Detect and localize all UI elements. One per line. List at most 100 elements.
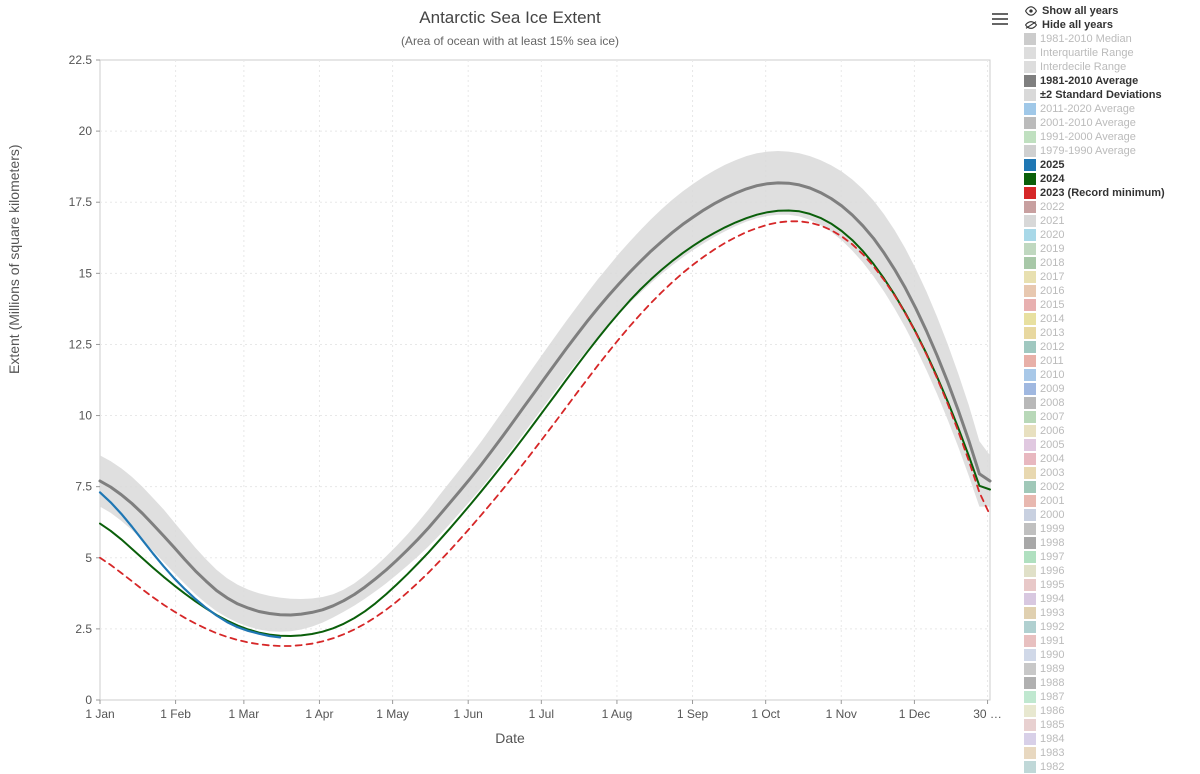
show-all-years-button[interactable]: Show all years [1024, 4, 1200, 18]
legend-item-1979-1990-average[interactable]: 1979-1990 Average [1024, 144, 1200, 158]
legend-swatch [1024, 89, 1036, 101]
svg-text:5: 5 [85, 551, 92, 565]
legend-item-1997[interactable]: 1997 [1024, 550, 1200, 564]
legend-swatch [1024, 537, 1036, 549]
legend-label: 2016 [1040, 284, 1064, 298]
legend-item-2024[interactable]: 2024 [1024, 172, 1200, 186]
legend-swatch [1024, 621, 1036, 633]
legend-label: 1996 [1040, 564, 1064, 578]
legend-swatch [1024, 369, 1036, 381]
legend-item-1995[interactable]: 1995 [1024, 578, 1200, 592]
svg-text:1 May: 1 May [376, 707, 409, 721]
legend-item-1996[interactable]: 1996 [1024, 564, 1200, 578]
legend-item-2015[interactable]: 2015 [1024, 298, 1200, 312]
legend-swatch [1024, 215, 1036, 227]
legend-swatch [1024, 579, 1036, 591]
legend-item-2009[interactable]: 2009 [1024, 382, 1200, 396]
legend-item-2002[interactable]: 2002 [1024, 480, 1200, 494]
legend-item-1992[interactable]: 1992 [1024, 620, 1200, 634]
legend-item-2004[interactable]: 2004 [1024, 452, 1200, 466]
legend-item-1990[interactable]: 1990 [1024, 648, 1200, 662]
legend-label: 2018 [1040, 256, 1064, 270]
legend-item-1999[interactable]: 1999 [1024, 522, 1200, 536]
legend-item-2019[interactable]: 2019 [1024, 242, 1200, 256]
legend-swatch [1024, 705, 1036, 717]
legend-label: 1985 [1040, 718, 1064, 732]
hide-all-years-button[interactable]: Hide all years [1024, 18, 1200, 32]
legend-item-1991[interactable]: 1991 [1024, 634, 1200, 648]
legend-item-1981-2010-average[interactable]: 1981-2010 Average [1024, 74, 1200, 88]
svg-text:1 Dec: 1 Dec [899, 707, 930, 721]
legend-item-2022[interactable]: 2022 [1024, 200, 1200, 214]
legend-item--2-standard-deviations[interactable]: ±2 Standard Deviations [1024, 88, 1200, 102]
legend-label: 1983 [1040, 746, 1064, 760]
legend-swatch [1024, 383, 1036, 395]
svg-text:1 Nov: 1 Nov [826, 707, 857, 721]
legend-swatch [1024, 145, 1036, 157]
legend-swatch [1024, 271, 1036, 283]
legend-label: 2007 [1040, 410, 1064, 424]
legend-item-2008[interactable]: 2008 [1024, 396, 1200, 410]
legend-item-2017[interactable]: 2017 [1024, 270, 1200, 284]
legend-label: 1991-2000 Average [1040, 130, 1136, 144]
legend-label: Interquartile Range [1040, 46, 1134, 60]
legend-item-2018[interactable]: 2018 [1024, 256, 1200, 270]
legend-item-1985[interactable]: 1985 [1024, 718, 1200, 732]
legend-item-2012[interactable]: 2012 [1024, 340, 1200, 354]
legend-item-1994[interactable]: 1994 [1024, 592, 1200, 606]
legend-item-1991-2000-average[interactable]: 1991-2000 Average [1024, 130, 1200, 144]
legend-label: 2014 [1040, 312, 1064, 326]
legend-item-2016[interactable]: 2016 [1024, 284, 1200, 298]
legend-label: 2002 [1040, 480, 1064, 494]
legend-item-1983[interactable]: 1983 [1024, 746, 1200, 760]
svg-text:1 Sep: 1 Sep [677, 707, 709, 721]
legend-item-2011-2020-average[interactable]: 2011-2020 Average [1024, 102, 1200, 116]
legend-item-1993[interactable]: 1993 [1024, 606, 1200, 620]
svg-text:1 Jun: 1 Jun [454, 707, 483, 721]
legend-item-2007[interactable]: 2007 [1024, 410, 1200, 424]
legend-label: 2024 [1040, 172, 1064, 186]
legend-label: ±2 Standard Deviations [1040, 88, 1162, 102]
legend-item-interdecile-range[interactable]: Interdecile Range [1024, 60, 1200, 74]
svg-text:1 Feb: 1 Feb [160, 707, 191, 721]
svg-text:1 Oct: 1 Oct [751, 707, 780, 721]
legend-item-2000[interactable]: 2000 [1024, 508, 1200, 522]
legend-item-1988[interactable]: 1988 [1024, 676, 1200, 690]
legend-item-2014[interactable]: 2014 [1024, 312, 1200, 326]
legend-item-2021[interactable]: 2021 [1024, 214, 1200, 228]
legend-item-1982[interactable]: 1982 [1024, 760, 1200, 774]
legend-label: 1979-1990 Average [1040, 144, 1136, 158]
legend-item-1987[interactable]: 1987 [1024, 690, 1200, 704]
legend-item-2001[interactable]: 2001 [1024, 494, 1200, 508]
legend-item-2003[interactable]: 2003 [1024, 466, 1200, 480]
legend-swatch [1024, 467, 1036, 479]
legend-item-interquartile-range[interactable]: Interquartile Range [1024, 46, 1200, 60]
legend-swatch [1024, 523, 1036, 535]
legend-item-2011[interactable]: 2011 [1024, 354, 1200, 368]
legend-control-label: Show all years [1042, 4, 1118, 18]
legend-swatch [1024, 33, 1036, 45]
legend-item-1984[interactable]: 1984 [1024, 732, 1200, 746]
legend-item-2001-2010-average[interactable]: 2001-2010 Average [1024, 116, 1200, 130]
legend-item-2010[interactable]: 2010 [1024, 368, 1200, 382]
legend-label: 2011-2020 Average [1040, 102, 1135, 116]
legend-item-2013[interactable]: 2013 [1024, 326, 1200, 340]
legend-swatch [1024, 201, 1036, 213]
legend-swatch [1024, 257, 1036, 269]
legend-item-2023-record-minimum-[interactable]: 2023 (Record minimum) [1024, 186, 1200, 200]
legend-item-2025[interactable]: 2025 [1024, 158, 1200, 172]
legend-item-1989[interactable]: 1989 [1024, 662, 1200, 676]
legend-swatch [1024, 173, 1036, 185]
legend-swatch [1024, 733, 1036, 745]
svg-text:17.5: 17.5 [69, 195, 93, 209]
legend-item-1981-2010-median[interactable]: 1981-2010 Median [1024, 32, 1200, 46]
legend-label: 2017 [1040, 270, 1064, 284]
legend-item-2020[interactable]: 2020 [1024, 228, 1200, 242]
legend-swatch [1024, 75, 1036, 87]
legend-item-2005[interactable]: 2005 [1024, 438, 1200, 452]
svg-text:0: 0 [85, 693, 92, 707]
legend-label: 2019 [1040, 242, 1064, 256]
legend-item-1998[interactable]: 1998 [1024, 536, 1200, 550]
legend-item-1986[interactable]: 1986 [1024, 704, 1200, 718]
legend-item-2006[interactable]: 2006 [1024, 424, 1200, 438]
